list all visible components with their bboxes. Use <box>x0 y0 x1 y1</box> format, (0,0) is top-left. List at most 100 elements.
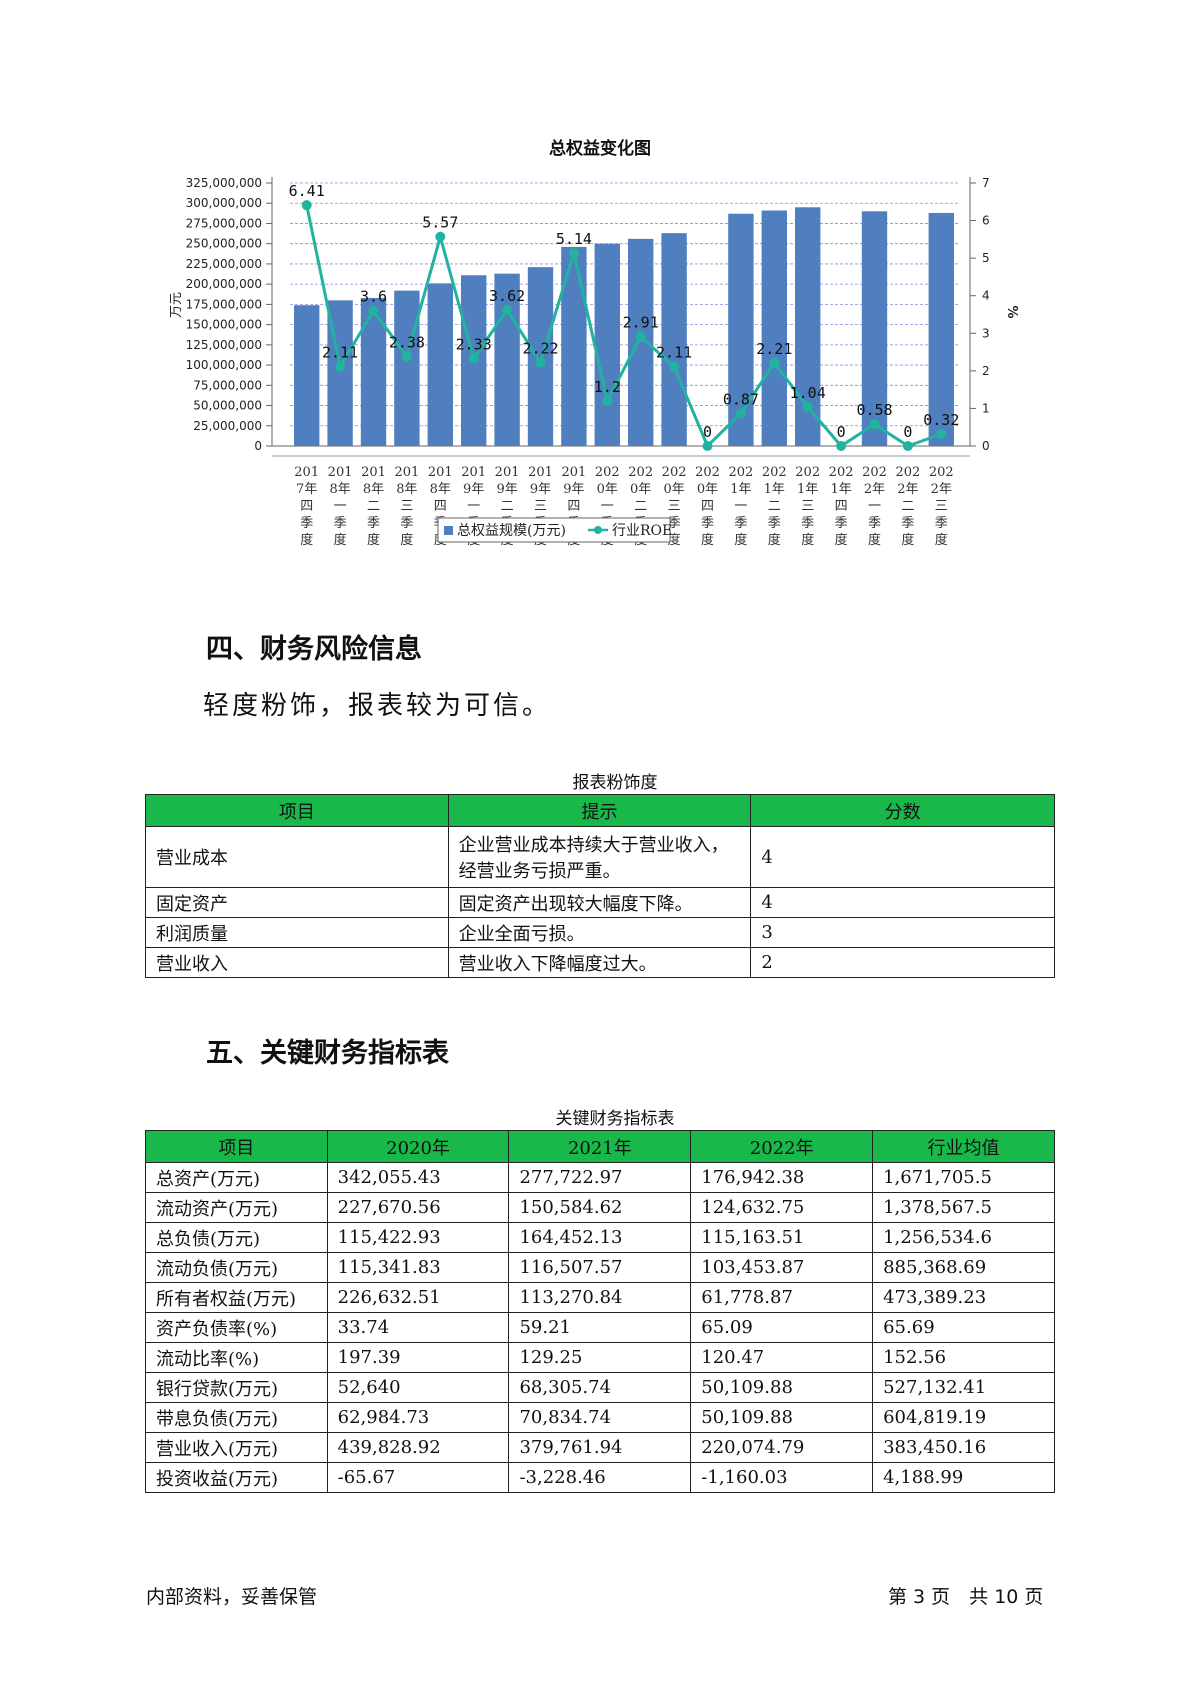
x-tick-label: 202 <box>695 465 720 480</box>
whitewash-cell: 4 <box>750 826 1055 888</box>
bar <box>594 243 620 446</box>
indicator-cell: 1,256,534.6 <box>872 1222 1055 1253</box>
x-tick-label: 8年 <box>329 482 350 497</box>
y-tick-label: 175,000,000 <box>186 297 262 311</box>
x-tick-label: 度 <box>701 532 714 548</box>
risk-summary-text: 轻度粉饰，报表较为可信。 <box>203 691 552 721</box>
x-tick-label: 0年 <box>697 482 718 497</box>
x-tick-label: 季 <box>901 516 914 531</box>
indicator-cell: 1,671,705.5 <box>872 1162 1055 1193</box>
x-tick-label: 8年 <box>430 482 451 497</box>
y-tick-label: 75,000,000 <box>193 378 262 392</box>
table-row: 总资产(万元) 342,055.43 277,722.97 176,942.38 1,6… <box>145 1162 1055 1193</box>
x-tick-label: 201 <box>328 465 353 480</box>
x-tick-label: 四 <box>567 499 580 514</box>
roe-data-label: 2.11 <box>656 344 692 362</box>
x-tick-label: 二 <box>501 499 514 514</box>
indicator-cell: 277,722.97 <box>508 1162 692 1193</box>
y-tick-label: 225,000,000 <box>186 257 262 271</box>
indicator-header-3: 2022年 <box>690 1130 874 1163</box>
bar <box>628 238 654 446</box>
x-tick-label: 0年 <box>630 482 651 497</box>
y2-tick-label: 1 <box>982 401 990 415</box>
x-tick-label: 201 <box>428 465 453 480</box>
indicator-cell: 527,132.41 <box>872 1372 1055 1403</box>
x-tick-label: 202 <box>895 465 920 480</box>
roe-point <box>435 231 446 242</box>
roe-point <box>836 441 847 451</box>
indicator-cell: 总资产(万元) <box>145 1162 328 1193</box>
x-tick-label: 度 <box>935 532 948 548</box>
bar <box>661 233 687 446</box>
indicator-cell: 带息负债(万元) <box>145 1402 328 1433</box>
x-tick-label: 季 <box>868 516 881 531</box>
indicator-cell: 4,188.99 <box>872 1462 1055 1493</box>
whitewash-cell: 固定资产 <box>145 887 449 918</box>
y2-tick-label: 3 <box>982 326 990 340</box>
indicator-cell: 50,109.88 <box>690 1402 874 1433</box>
x-tick-label: 度 <box>734 532 747 548</box>
indicator-cell: 所有者权益(万元) <box>145 1282 328 1313</box>
indicator-cell: 885,368.69 <box>872 1252 1055 1283</box>
whitewash-cell: 企业营业成本持续大于营业收入，经营业务亏损严重。 <box>447 826 752 888</box>
indicator-cell: 164,452.13 <box>508 1222 692 1253</box>
footer-page-number: 第 3 页 共 10 页 <box>888 1586 1044 1608</box>
indicator-cell: 379,761.94 <box>508 1432 692 1463</box>
x-tick-label: 201 <box>461 465 486 480</box>
section-heading-financial-risk: 四、财务风险信息 <box>206 634 422 665</box>
table-row: 利润质量 企业全面亏损。 3 <box>145 917 1055 948</box>
x-tick-label: 二 <box>367 499 380 514</box>
roe-point <box>602 395 613 406</box>
x-tick-label: 一 <box>334 499 347 514</box>
x-tick-label: 季 <box>734 516 747 531</box>
bar <box>861 211 888 446</box>
bar <box>928 212 954 446</box>
whitewash-table: 项目 提示 分数 营业成本 企业营业成本持续大于营业收入，经营业务亏损严重。 4 固定资产… <box>145 794 1055 978</box>
indicator-header-1: 2020年 <box>326 1130 510 1163</box>
indicator-cell: 150,584.62 <box>508 1192 692 1223</box>
indicator-cell: 银行贷款(万元) <box>145 1372 328 1403</box>
roe-data-label: 2.38 <box>389 334 425 352</box>
x-tick-label: 201 <box>294 465 319 480</box>
roe-point <box>669 361 680 372</box>
table-row: 资产负债率(%) 33.74 59.21 65.09 65.69 <box>145 1312 1055 1343</box>
y2-tick-label: 0 <box>982 439 990 453</box>
x-tick-label: 7年 <box>296 482 317 497</box>
x-tick-label: 度 <box>768 532 781 548</box>
x-tick-label: 季 <box>334 516 347 531</box>
x-tick-label: 二 <box>768 499 781 514</box>
y-axis-title: 万元 <box>170 292 184 318</box>
x-tick-label: 9年 <box>563 482 584 497</box>
table-row: 投资收益(万元) -65.67 -3,228.46 -1,160.03 4,188.99 <box>145 1462 1055 1493</box>
indicator-cell: 59.21 <box>508 1312 692 1343</box>
indicator-cell: 227,670.56 <box>326 1192 510 1223</box>
section-heading-key-indicators: 五、关键财务指标表 <box>206 1038 449 1069</box>
table-row: 固定资产 固定资产出现较大幅度下降。 4 <box>145 887 1055 918</box>
whitewash-cell: 4 <box>750 887 1055 918</box>
indicator-header-0: 项目 <box>145 1130 328 1163</box>
roe-point <box>902 441 913 451</box>
x-tick-label: 四 <box>835 499 848 514</box>
whitewash-header-0: 项目 <box>145 794 449 827</box>
x-tick-label: 季 <box>768 516 781 531</box>
roe-data-label: 5.14 <box>556 230 592 248</box>
x-tick-label: 三 <box>935 499 948 514</box>
indicator-header-4: 行业均值 <box>872 1130 1055 1163</box>
roe-line <box>305 204 942 449</box>
x-tick-label: 二 <box>901 499 914 514</box>
roe-point <box>368 305 379 316</box>
roe-point <box>502 304 513 315</box>
indicator-cell: 604,819.19 <box>872 1402 1055 1433</box>
roe-data-label: 6.41 <box>289 182 325 200</box>
indicator-cell: 投资收益(万元) <box>145 1462 328 1493</box>
x-tick-label: 201 <box>495 465 520 480</box>
whitewash-cell: 固定资产出现较大幅度下降。 <box>447 887 752 918</box>
indicator-cell: 473,389.23 <box>872 1282 1055 1313</box>
x-tick-label: 一 <box>868 499 881 514</box>
x-tick-label: 二 <box>634 499 647 514</box>
bar <box>527 267 554 446</box>
footer-confidential-note: 内部资料，妥善保管 <box>146 1586 318 1608</box>
indicator-cell: 65.69 <box>872 1312 1055 1343</box>
roe-data-label: 1.04 <box>790 384 826 402</box>
x-tick-label: 9年 <box>496 482 517 497</box>
